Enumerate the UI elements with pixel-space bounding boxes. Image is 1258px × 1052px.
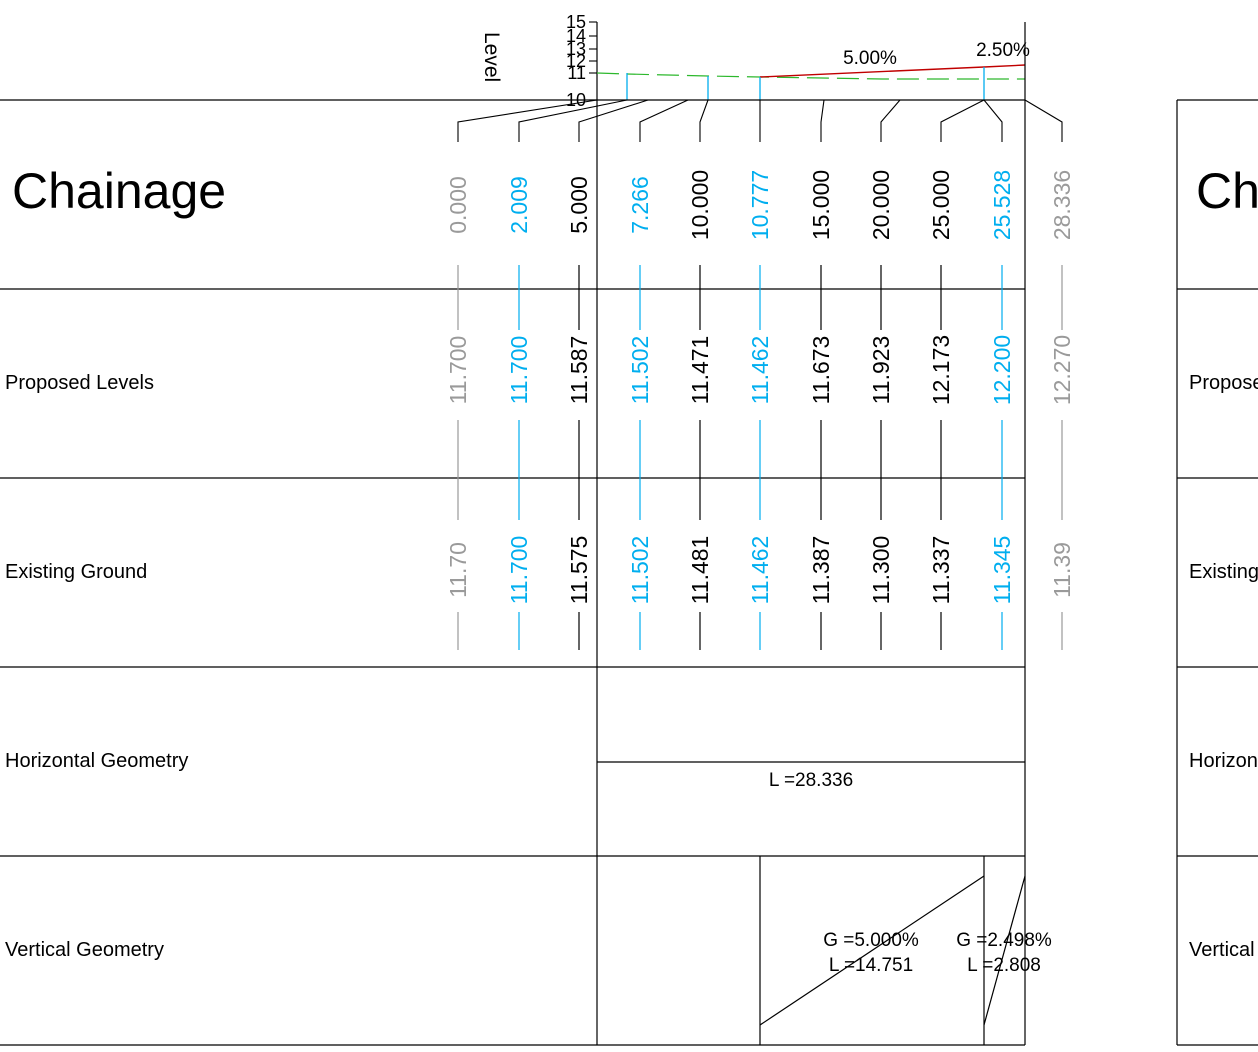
existing-ground-line — [596, 72, 1025, 80]
adjacent-vertical-title: Vertical — [1189, 939, 1255, 961]
station-chainage-value: 10.000 — [687, 170, 713, 240]
station-chainage-value: 5.000 — [566, 176, 592, 234]
station-existing-value: 11.502 — [627, 536, 653, 605]
horizontal-geometry-band: L =28.336 — [597, 761, 1025, 791]
station-chainage-value: 15.000 — [808, 170, 834, 240]
axis-tick-label: 12 — [566, 51, 586, 71]
existing-ground-row-title: Existing Ground — [5, 561, 147, 583]
vertical-grade-label-1: G =5.000% — [823, 930, 919, 951]
station-existing-value: 11.39 — [1049, 542, 1075, 598]
station-existing-value: 11.387 — [808, 536, 834, 605]
station-proposed-value: 11.502 — [627, 336, 653, 405]
adjacent-proposed-title: Propose — [1189, 372, 1258, 394]
station-leader — [699, 99, 709, 142]
station-proposed-value: 12.270 — [1049, 335, 1075, 405]
station-existing-value: 11.700 — [506, 536, 532, 605]
station-columns: 0.000 11.700 11.70 2.009 11.700 11.700 5.000 11… — [445, 99, 1075, 650]
station-proposed-value: 11.923 — [868, 336, 894, 405]
horizontal-length-label: L =28.336 — [769, 770, 853, 791]
axis-tick-label: 13 — [566, 39, 586, 59]
station-existing-value: 11.337 — [928, 536, 954, 605]
horizontal-geometry-row-title: Horizontal Geometry — [5, 750, 188, 772]
station-leader — [578, 99, 649, 142]
station-column: 0.000 11.700 11.70 — [445, 99, 598, 650]
station-leader — [820, 99, 825, 142]
level-axis-label: Level — [480, 32, 503, 82]
station-proposed-value: 11.587 — [566, 336, 592, 405]
station-proposed-value: 11.700 — [445, 336, 471, 405]
adjacent-horizontal-title: Horizon — [1189, 750, 1258, 772]
station-leader — [880, 99, 901, 142]
station-chainage-value: 10.777 — [747, 170, 773, 240]
station-existing-value: 11.345 — [989, 536, 1015, 605]
station-column: 10.777 11.462 11.462 — [747, 100, 773, 650]
station-proposed-value: 12.200 — [989, 335, 1015, 405]
station-column: 2.009 11.700 11.700 — [506, 99, 628, 650]
station-leader — [1024, 99, 1063, 142]
adjacent-chainage-title: Ch — [1196, 163, 1258, 219]
ip-markers — [626, 67, 985, 100]
station-column: 10.000 11.471 11.481 — [687, 99, 713, 650]
grade-label-2: 2.50% — [976, 40, 1030, 61]
station-chainage-value: 28.336 — [1049, 170, 1075, 240]
vertical-length-label-2: L =2.808 — [967, 955, 1041, 976]
station-leader — [457, 99, 598, 142]
station-leader — [940, 99, 985, 142]
adjacent-sheet: Ch Propose Existing Horizon Vertical — [1176, 99, 1258, 1046]
station-proposed-value: 11.700 — [506, 336, 532, 405]
station-proposed-value: 11.462 — [747, 336, 773, 405]
vertical-length-label-1: L =14.751 — [829, 955, 913, 976]
grade-label-1: 5.00% — [843, 48, 897, 69]
grade-diagonal-2 — [983, 875, 1026, 1026]
station-column: 25.000 12.173 11.337 — [928, 99, 985, 650]
chainage-row-title: Chainage — [12, 163, 226, 219]
station-leader — [983, 99, 1003, 142]
grade-diagonal-1 — [759, 875, 985, 1026]
station-chainage-value: 25.000 — [928, 170, 954, 240]
proposed-grade-line-2 — [983, 64, 1026, 68]
vertical-grade-label-2: G =2.498% — [956, 930, 1052, 951]
axis-tick-label: 15 — [566, 12, 586, 32]
band-frame — [0, 99, 1026, 1046]
station-chainage-value: 2.009 — [506, 176, 532, 234]
station-chainage-value: 20.000 — [868, 170, 894, 240]
station-proposed-value: 11.673 — [808, 336, 834, 405]
proposed-grade-line-1 — [759, 66, 985, 78]
adjacent-existing-title: Existing — [1189, 561, 1258, 583]
station-leader — [518, 99, 628, 142]
axis-tick-label: 14 — [566, 26, 586, 46]
station-chainage-value: 0.000 — [445, 176, 471, 234]
station-existing-value: 11.462 — [747, 536, 773, 605]
station-column: 15.000 11.673 11.387 — [808, 99, 834, 650]
station-proposed-value: 11.471 — [687, 336, 713, 405]
station-existing-value: 11.70 — [445, 542, 471, 598]
station-existing-value: 11.300 — [868, 536, 894, 605]
station-column: 7.266 11.502 11.502 — [627, 99, 689, 650]
station-chainage-value: 25.528 — [989, 170, 1015, 240]
station-chainage-value: 7.266 — [627, 176, 653, 234]
station-existing-value: 11.575 — [566, 536, 592, 605]
station-column: 20.000 11.923 11.300 — [868, 99, 901, 650]
vertical-geometry-row-title: Vertical Geometry — [5, 939, 164, 961]
station-leader — [639, 99, 689, 142]
station-column: 5.000 11.587 11.575 — [566, 99, 649, 650]
axis-tick-label: 11 — [567, 63, 586, 83]
station-existing-value: 11.481 — [687, 536, 713, 605]
proposed-levels-row-title: Proposed Levels — [5, 372, 154, 394]
station-column: 28.336 12.270 11.39 — [1024, 99, 1075, 650]
station-column: 25.528 12.200 11.345 — [983, 99, 1015, 650]
station-proposed-value: 12.173 — [928, 335, 954, 405]
vertical-geometry-band: G =5.000% L =14.751 G =2.498% L =2.808 — [759, 856, 1052, 1045]
